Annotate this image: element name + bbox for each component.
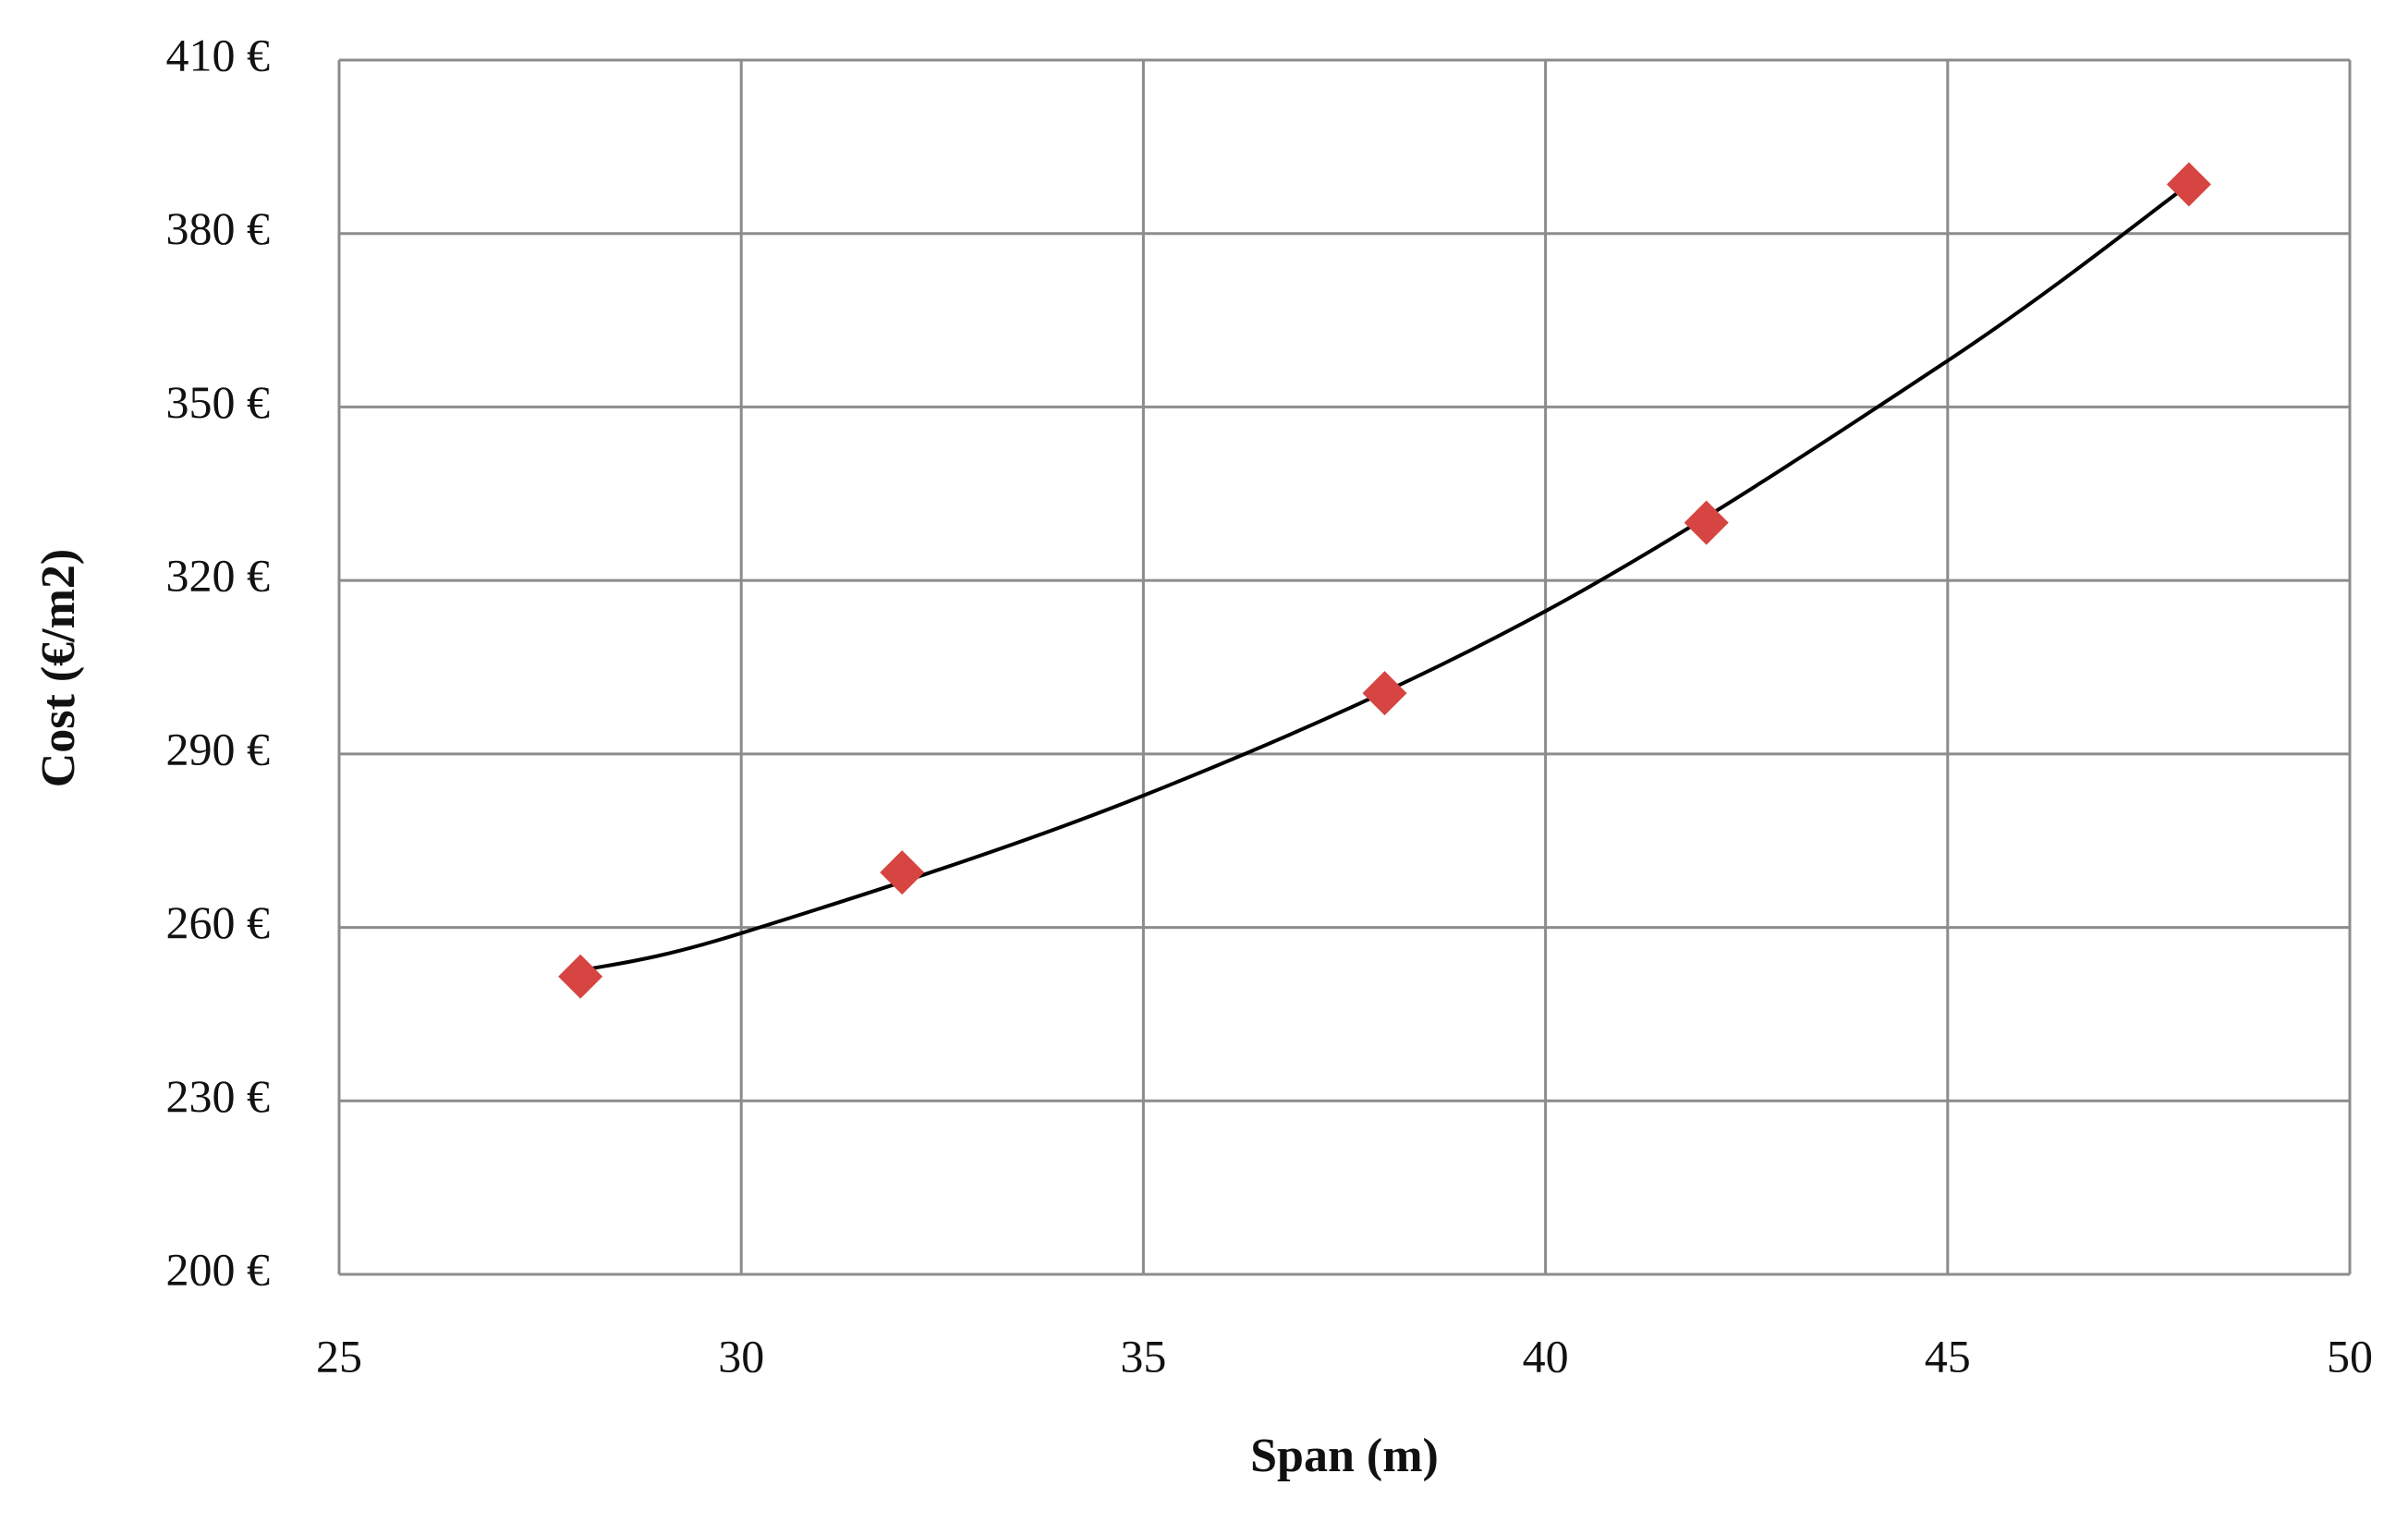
y-axis-title: Cost (€/m2) (32, 549, 85, 788)
marker (2166, 162, 2211, 207)
marker (558, 954, 603, 999)
y-tick-label: 260 € (166, 896, 271, 948)
x-tick-label: 35 (1120, 1330, 1166, 1382)
x-tick-label: 30 (718, 1330, 764, 1382)
x-tick-label: 50 (2327, 1330, 2373, 1382)
marker (1684, 500, 1729, 545)
y-tick-label: 320 € (166, 550, 271, 602)
marker (880, 850, 925, 895)
marker (1362, 671, 1407, 716)
y-tick-label: 380 € (166, 202, 271, 254)
y-tick-label: 350 € (166, 376, 271, 428)
x-tick-label: 40 (1523, 1330, 1569, 1382)
x-tick-label: 25 (316, 1330, 362, 1382)
y-tick-label: 290 € (166, 723, 271, 774)
x-tick-label: 45 (1925, 1330, 1971, 1382)
y-tick-label: 410 € (166, 29, 271, 80)
y-tick-label: 230 € (166, 1070, 271, 1122)
x-axis-title: Span (m) (1250, 1430, 1439, 1482)
y-tick-label: 200 € (166, 1243, 271, 1295)
